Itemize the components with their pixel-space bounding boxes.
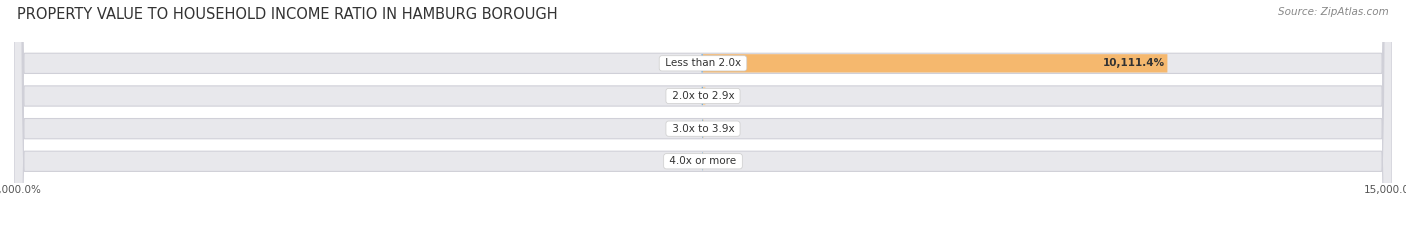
FancyBboxPatch shape <box>14 0 1392 234</box>
Text: 10,111.4%: 10,111.4% <box>1104 58 1166 68</box>
Text: 7.7%: 7.7% <box>706 156 733 166</box>
Text: 13.4%: 13.4% <box>668 156 700 166</box>
FancyBboxPatch shape <box>703 87 706 105</box>
Text: 2.0x to 2.9x: 2.0x to 2.9x <box>669 91 737 101</box>
Legend: Without Mortgage, With Mortgage: Without Mortgage, With Mortgage <box>588 231 818 234</box>
FancyBboxPatch shape <box>703 54 1167 73</box>
FancyBboxPatch shape <box>14 0 1392 234</box>
Text: 36.1%: 36.1% <box>666 58 699 68</box>
Text: PROPERTY VALUE TO HOUSEHOLD INCOME RATIO IN HAMBURG BOROUGH: PROPERTY VALUE TO HOUSEHOLD INCOME RATIO… <box>17 7 558 22</box>
FancyBboxPatch shape <box>702 54 703 73</box>
Text: 29.0%: 29.0% <box>666 91 700 101</box>
FancyBboxPatch shape <box>14 0 1392 234</box>
Text: Source: ZipAtlas.com: Source: ZipAtlas.com <box>1278 7 1389 17</box>
Text: 21.6%: 21.6% <box>666 124 700 134</box>
Text: 22.0%: 22.0% <box>706 124 740 134</box>
Text: Less than 2.0x: Less than 2.0x <box>662 58 744 68</box>
Text: 51.6%: 51.6% <box>707 91 741 101</box>
FancyBboxPatch shape <box>14 0 1392 234</box>
Text: 3.0x to 3.9x: 3.0x to 3.9x <box>669 124 737 134</box>
Text: 4.0x or more: 4.0x or more <box>666 156 740 166</box>
